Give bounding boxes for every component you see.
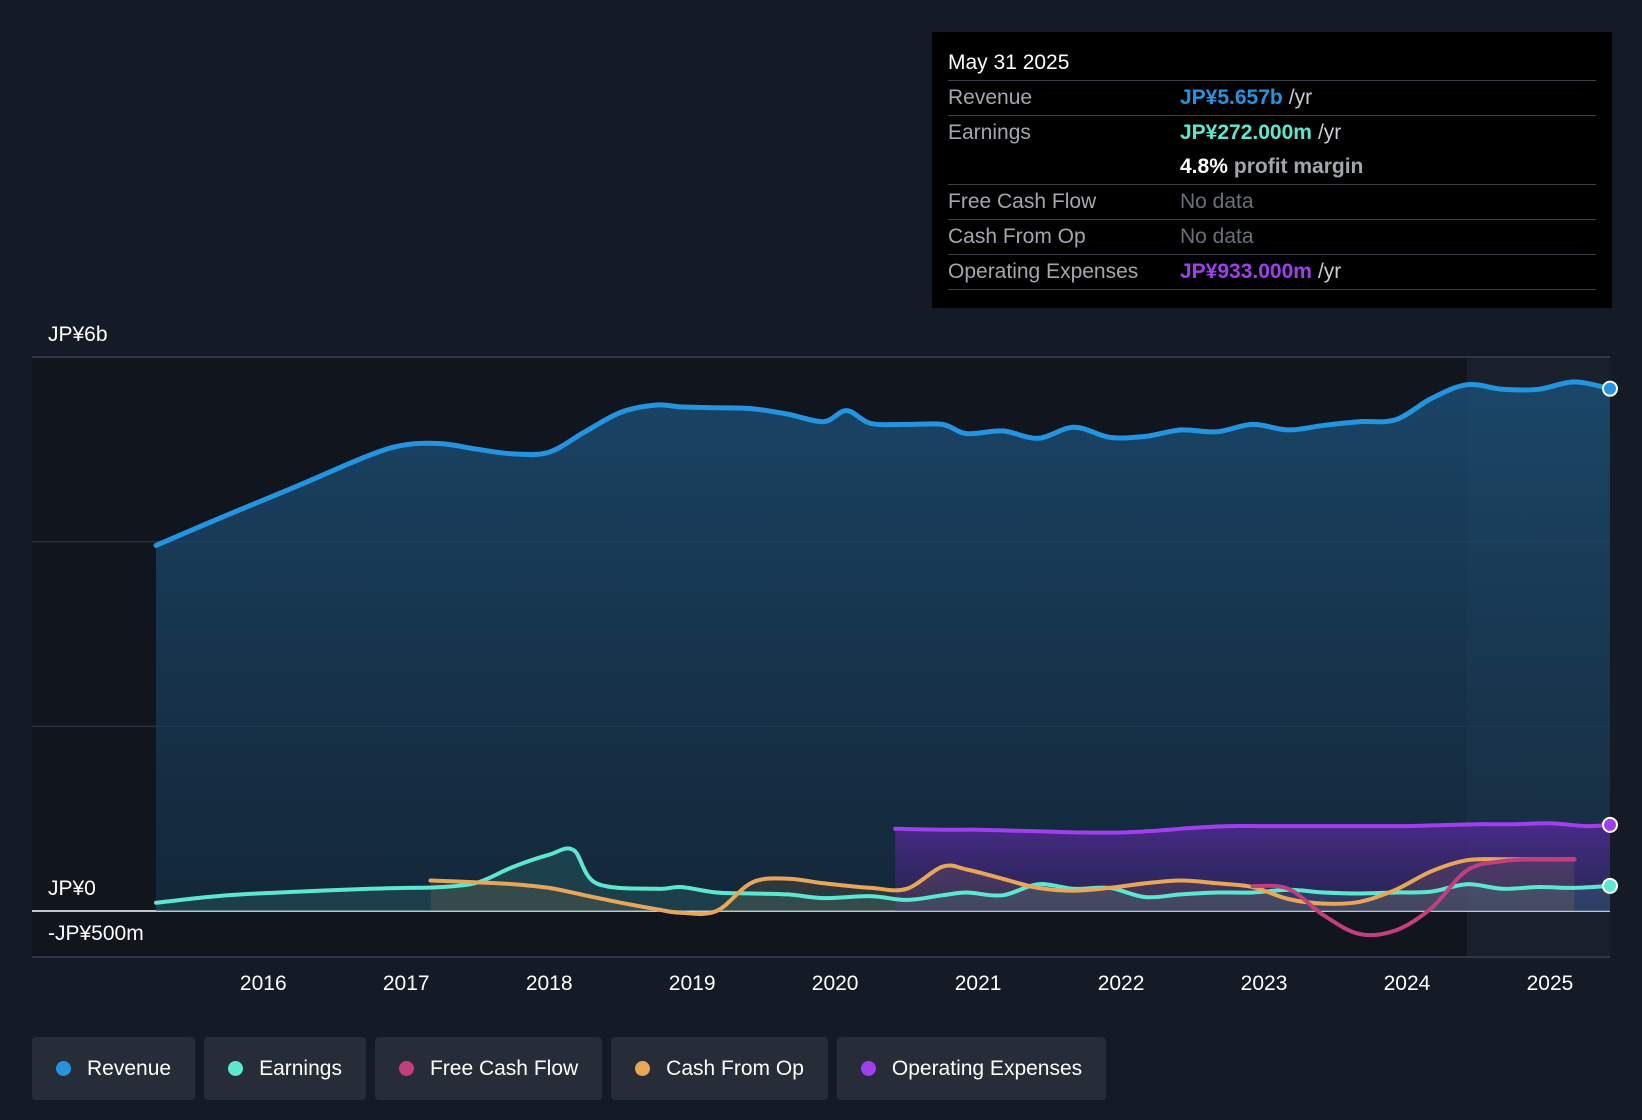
tooltip-row-opex: Operating Expenses JP¥933.000m/yr bbox=[948, 255, 1596, 290]
tooltip-opex-label: Operating Expenses bbox=[948, 260, 1139, 283]
free-cash-flow-line bbox=[1250, 857, 1577, 938]
tooltip-opex-unit: /yr bbox=[1317, 260, 1342, 283]
tooltip-revenue-value: JP¥5.657b bbox=[1180, 86, 1283, 109]
legend-item-cash-from-op[interactable]: Cash From Op bbox=[611, 1037, 828, 1100]
series-end-markers bbox=[1602, 380, 1618, 894]
tooltip-row-earnings: Earnings JP¥272.000m/yr bbox=[948, 116, 1596, 150]
tooltip-row-fcf: Free Cash Flow No data bbox=[948, 185, 1596, 220]
free-cash-flow-dot-icon bbox=[398, 1061, 414, 1076]
cash-from-op-line bbox=[428, 857, 1577, 916]
legend-item-earnings[interactable]: Earnings bbox=[204, 1037, 366, 1100]
legend: Revenue Earnings Free Cash Flow Cash Fro… bbox=[32, 1037, 1107, 1100]
x-axis-labels: 2016 2017 2018 2019 2020 2021 2022 2023 2024 2025 bbox=[240, 972, 1573, 995]
x-tick-label: 2017 bbox=[383, 972, 430, 995]
tooltip-row-margin: 4.8% profit margin bbox=[948, 150, 1596, 185]
y-axis-labels: JP¥6b JP¥0 -JP¥500m bbox=[48, 323, 144, 945]
x-tick-label: 2022 bbox=[1098, 972, 1145, 995]
tooltip-fcf-label: Free Cash Flow bbox=[948, 190, 1097, 213]
operating-expenses-line bbox=[893, 821, 1612, 835]
cash-from-op-dot-icon bbox=[635, 1061, 651, 1076]
x-tick-label: 2024 bbox=[1384, 972, 1431, 995]
tooltip-panel: May 31 2025 Revenue JP¥5.657b/yr Earning… bbox=[932, 32, 1612, 308]
earnings-end-marker bbox=[1602, 877, 1618, 894]
legend-cash-from-op-label: Cash From Op bbox=[666, 1056, 804, 1080]
tooltip-earnings-unit: /yr bbox=[1317, 121, 1342, 144]
y-tick-label: JP¥6b bbox=[48, 323, 108, 346]
legend-free-cash-flow-label: Free Cash Flow bbox=[429, 1056, 579, 1080]
legend-item-free-cash-flow[interactable]: Free Cash Flow bbox=[374, 1037, 603, 1100]
tooltip-opex-value: JP¥933.000m bbox=[1180, 260, 1312, 283]
tooltip-date: May 31 2025 bbox=[948, 46, 1596, 81]
x-tick-label: 2018 bbox=[526, 972, 573, 995]
legend-earnings-label: Earnings bbox=[259, 1056, 342, 1080]
x-tick-label: 2021 bbox=[955, 972, 1002, 995]
tooltip-revenue-label: Revenue bbox=[948, 86, 1033, 109]
tooltip-cfo-value: No data bbox=[1180, 225, 1254, 248]
tooltip-row-cfo: Cash From Op No data bbox=[948, 220, 1596, 255]
revenue-dot-icon bbox=[56, 1061, 71, 1076]
x-tick-label: 2020 bbox=[812, 972, 859, 995]
tooltip-margin-label: profit margin bbox=[1233, 155, 1364, 178]
legend-revenue-label: Revenue bbox=[87, 1056, 172, 1080]
legend-operating-expenses-label: Operating Expenses bbox=[891, 1056, 1083, 1080]
operating-expenses-dot-icon bbox=[860, 1061, 876, 1076]
x-tick-label: 2023 bbox=[1241, 972, 1288, 995]
revenue-line bbox=[153, 379, 1613, 548]
tooltip-fcf-value: No data bbox=[1180, 190, 1254, 213]
x-tick-label: 2016 bbox=[240, 972, 287, 995]
x-tick-label: 2025 bbox=[1527, 972, 1574, 995]
tooltip-cfo-label: Cash From Op bbox=[948, 225, 1086, 248]
y-tick-label: JP¥0 bbox=[48, 877, 96, 900]
tooltip-earnings-value: JP¥272.000m bbox=[1180, 121, 1312, 144]
tooltip-revenue-unit: /yr bbox=[1288, 86, 1313, 109]
operating-expenses-end-marker bbox=[1602, 816, 1618, 833]
x-tick-label: 2019 bbox=[669, 972, 716, 995]
earnings-dot-icon bbox=[228, 1061, 244, 1076]
tooltip-row-revenue: Revenue JP¥5.657b/yr bbox=[948, 81, 1596, 116]
legend-item-operating-expenses[interactable]: Operating Expenses bbox=[836, 1037, 1107, 1100]
series-lines bbox=[153, 379, 1613, 938]
series-areas bbox=[156, 381, 1610, 914]
legend-item-revenue[interactable]: Revenue bbox=[32, 1037, 196, 1100]
y-tick-label: -JP¥500m bbox=[48, 922, 144, 945]
revenue-end-marker bbox=[1602, 380, 1618, 397]
revenue-area bbox=[156, 381, 1610, 911]
tooltip-earnings-label: Earnings bbox=[948, 121, 1031, 144]
tooltip-margin-value: 4.8% bbox=[1180, 155, 1228, 178]
earnings-area bbox=[156, 848, 1610, 911]
